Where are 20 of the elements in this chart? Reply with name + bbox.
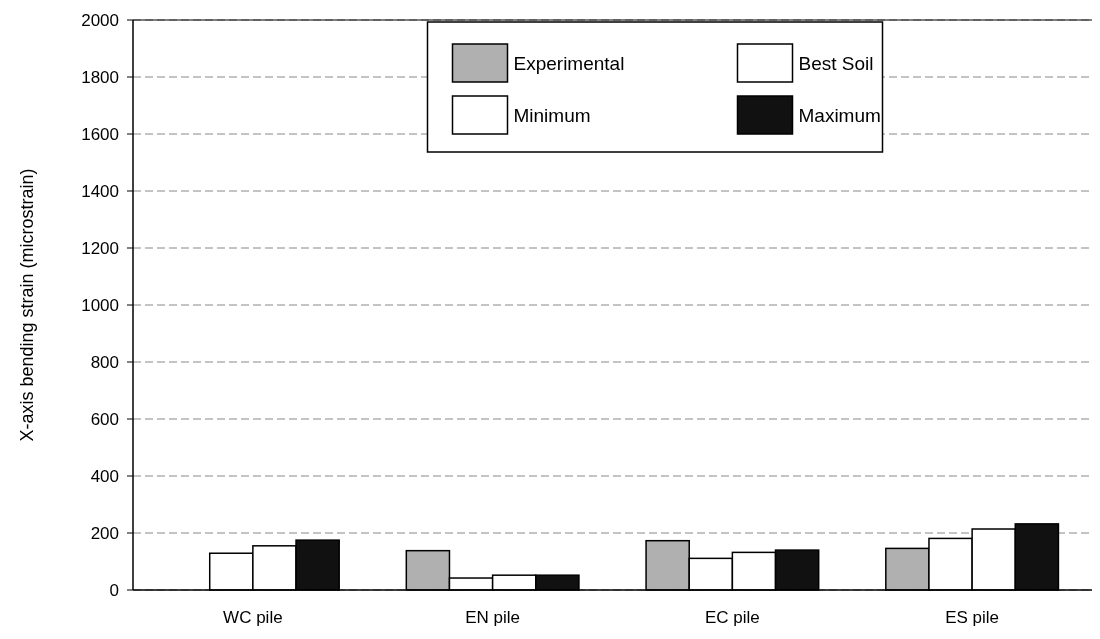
x-tick-label: EN pile [465,608,521,627]
legend-label: Minimum [513,104,591,126]
y-tick-label: 1200 [81,238,119,258]
y-tick-label: 200 [90,523,119,543]
legend-label: Maximum [798,104,881,126]
legend-label: Best Soil [798,52,874,74]
y-tick-label: 1000 [81,295,119,315]
y-axis-title: X-axis bending strain (microstrain) [17,168,37,442]
y-tick-label: 1600 [81,124,119,144]
y-tick-label: 600 [90,409,119,429]
legend-label: Experimental [513,52,625,74]
x-tick-label: ES pile [945,608,1000,627]
y-tick-label: 2000 [81,10,119,30]
y-tick-label: 1400 [81,181,119,201]
y-tick-label: 400 [90,466,119,486]
y-tick-label: 1800 [81,67,119,87]
y-tick-label: 0 [109,580,119,600]
y-tick-label: 800 [90,352,119,372]
x-tick-label: WC pile [223,608,283,627]
x-tick-label: EC pile [704,608,760,627]
